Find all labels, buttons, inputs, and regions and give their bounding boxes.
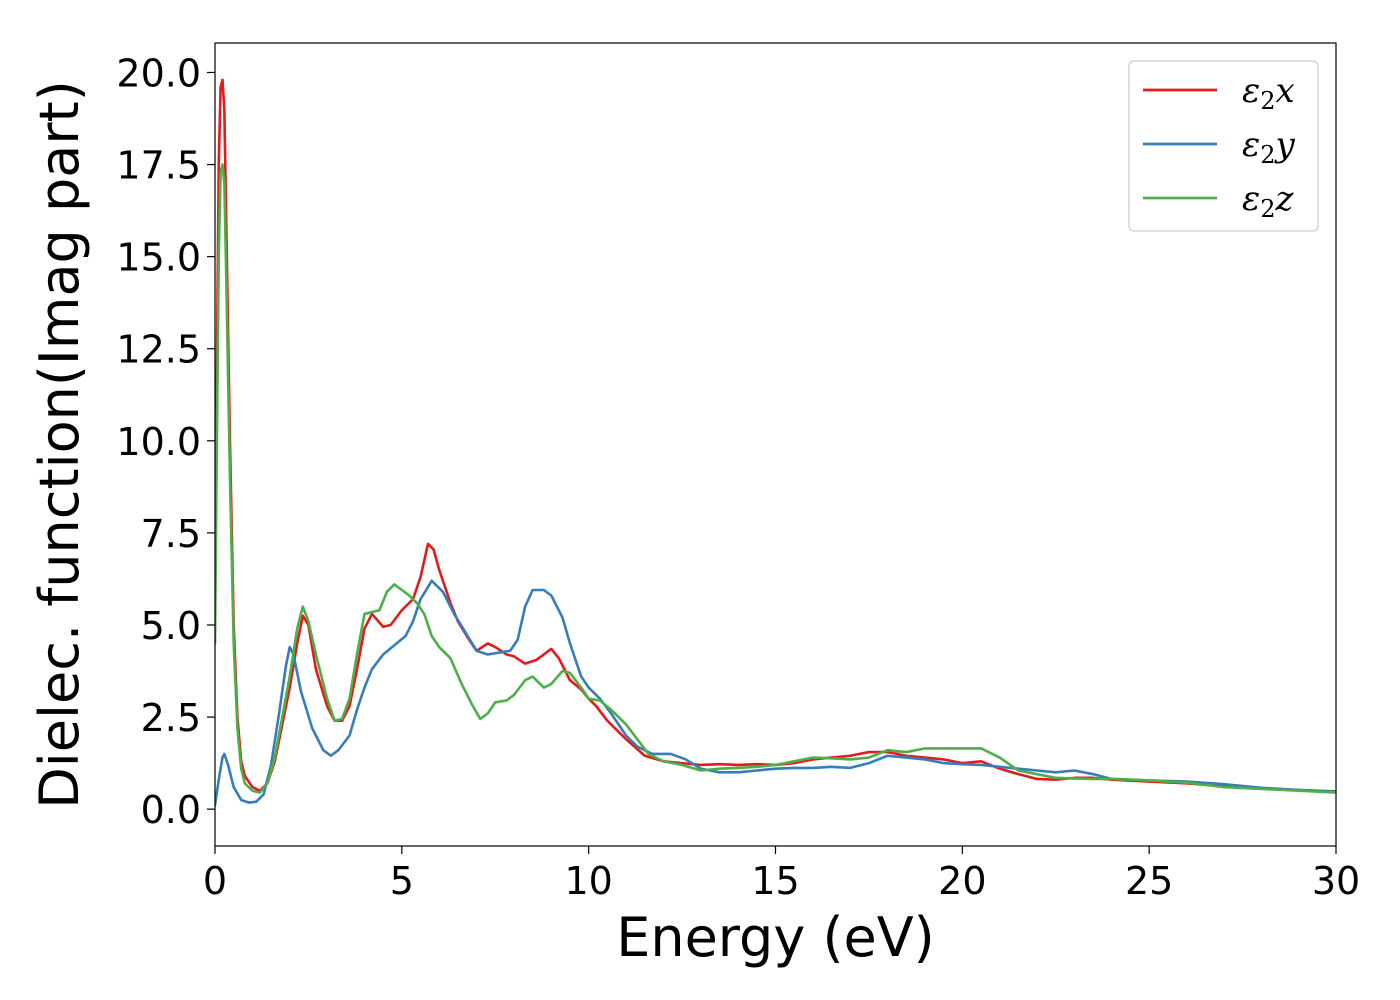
x-axis: 0 5 10 15 20 25 30 bbox=[203, 846, 1360, 903]
x-tick-label: 30 bbox=[1312, 859, 1360, 903]
legend-label: ε2y bbox=[1242, 125, 1296, 169]
y-axis-title: Dielec. function(Imag part) bbox=[28, 80, 91, 809]
series-line-y bbox=[215, 579, 1336, 807]
x-tick-label: 20 bbox=[938, 859, 986, 903]
y-tick-label: 12.5 bbox=[116, 328, 201, 372]
legend-label: ε2z bbox=[1242, 179, 1295, 223]
x-tick-label: 25 bbox=[1125, 859, 1173, 903]
x-tick-label: 15 bbox=[751, 859, 799, 903]
legend-entry-z: ε2z bbox=[1143, 179, 1295, 223]
y-tick-label: 10.0 bbox=[116, 420, 201, 464]
x-tick-label: 5 bbox=[390, 859, 414, 903]
y-tick-label: 2.5 bbox=[141, 696, 201, 740]
x-axis-title: Energy (eV) bbox=[616, 906, 935, 969]
y-tick-label: 7.5 bbox=[141, 512, 201, 556]
legend-label: ε2x bbox=[1242, 71, 1295, 115]
legend-box bbox=[1128, 60, 1319, 232]
y-tick-label: 5.0 bbox=[141, 604, 201, 648]
y-tick-label: 17.5 bbox=[116, 144, 201, 188]
legend-entry-x: ε2x bbox=[1143, 71, 1295, 115]
x-tick-label: 0 bbox=[203, 859, 227, 903]
y-tick-label: 15.0 bbox=[116, 236, 201, 280]
legend: ε2x ε2y ε2z bbox=[1128, 60, 1319, 232]
series-line-z bbox=[215, 163, 1336, 794]
x-tick-label: 10 bbox=[564, 859, 612, 903]
series-layer bbox=[215, 78, 1336, 807]
y-tick-label: 0.0 bbox=[141, 788, 201, 832]
y-tick-label: 20.0 bbox=[116, 51, 201, 95]
y-axis: 0.0 2.5 5.0 7.5 10.0 12.5 15.0 17.5 20.0 bbox=[116, 51, 215, 832]
legend-entry-y: ε2y bbox=[1143, 125, 1296, 169]
